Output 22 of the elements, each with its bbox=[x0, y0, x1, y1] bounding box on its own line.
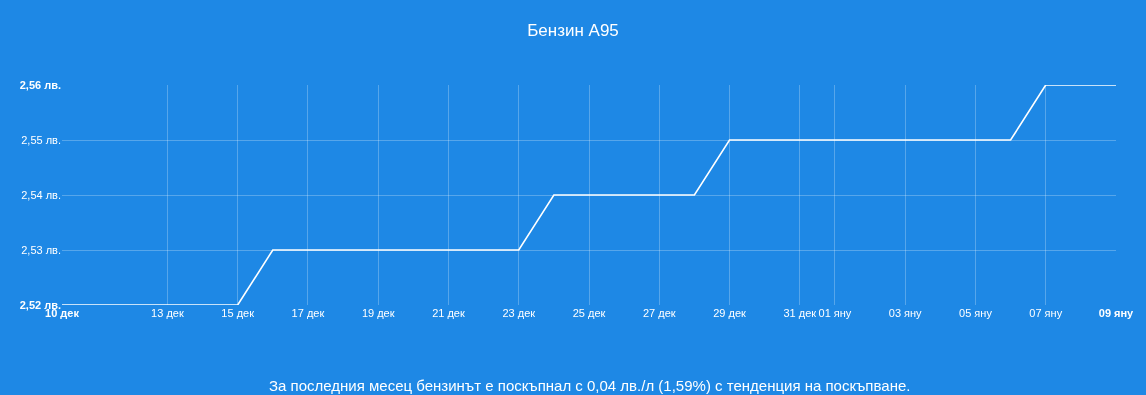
x-tick-label: 31 дек bbox=[783, 307, 817, 319]
y-tick-label: 2,56 лв. bbox=[19, 78, 61, 91]
x-tick-label: 13 дек bbox=[151, 307, 184, 319]
y-tick-label: 2,55 лв. bbox=[21, 133, 61, 146]
y-tick-label: 2,53 лв. bbox=[21, 243, 61, 256]
text: За последния месец бензинът е поскъпнал с 0,04 лв./л (1,59%) с тенденция на поскъпване. bbox=[269, 377, 911, 394]
line-series bbox=[62, 85, 1116, 305]
x-tick-label: 03 яну bbox=[888, 307, 923, 319]
x-tick-label: 29 дек bbox=[713, 307, 747, 319]
x-tick-label: 27 дек bbox=[642, 307, 676, 319]
x-tick-label: 25 дек bbox=[572, 307, 606, 319]
y-tick-label: 2,54 лв. bbox=[21, 188, 61, 201]
x-tick-label: 05 яну bbox=[959, 307, 993, 319]
x-tick-label: 17 дек bbox=[291, 307, 325, 319]
x-tick-label: 07 яну bbox=[1029, 307, 1063, 319]
x-tick-label: 23 дек bbox=[502, 307, 536, 319]
x-tick-label: 15 дек bbox=[221, 307, 255, 319]
x-tick-label: 19 дек bbox=[361, 307, 395, 319]
x-tick-label: 01 яну bbox=[818, 307, 852, 319]
chart-title: Бензин А95 bbox=[527, 20, 619, 40]
x-tick-label: 09 яну bbox=[1098, 307, 1135, 319]
x-tick-label: 21 дек bbox=[432, 307, 465, 319]
